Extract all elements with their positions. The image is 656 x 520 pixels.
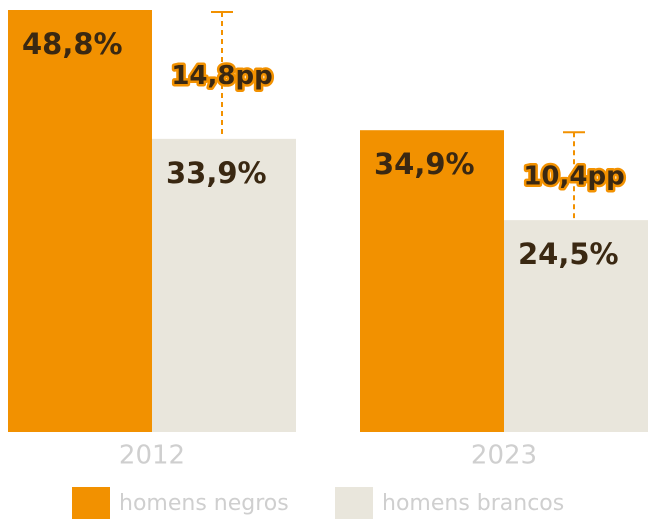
x-tick-label: 2012 <box>119 441 185 471</box>
bar <box>152 138 296 432</box>
x-tick-label: 2023 <box>471 441 537 471</box>
bar <box>360 130 504 433</box>
value-label: 33,9% <box>166 156 267 190</box>
legend-label: homens negros <box>119 491 289 516</box>
gap-annotation: 10,4pp <box>523 162 624 192</box>
value-label: 48,8% <box>22 27 123 61</box>
value-label: 34,9% <box>374 147 475 181</box>
legend-swatch <box>72 487 110 519</box>
value-label: 24,5% <box>518 237 619 271</box>
bar <box>8 10 152 432</box>
gap-annotation: 14,8pp <box>171 61 272 91</box>
bar <box>504 220 648 432</box>
legend-label: homens brancos <box>382 491 564 516</box>
legend-swatch <box>335 487 373 519</box>
